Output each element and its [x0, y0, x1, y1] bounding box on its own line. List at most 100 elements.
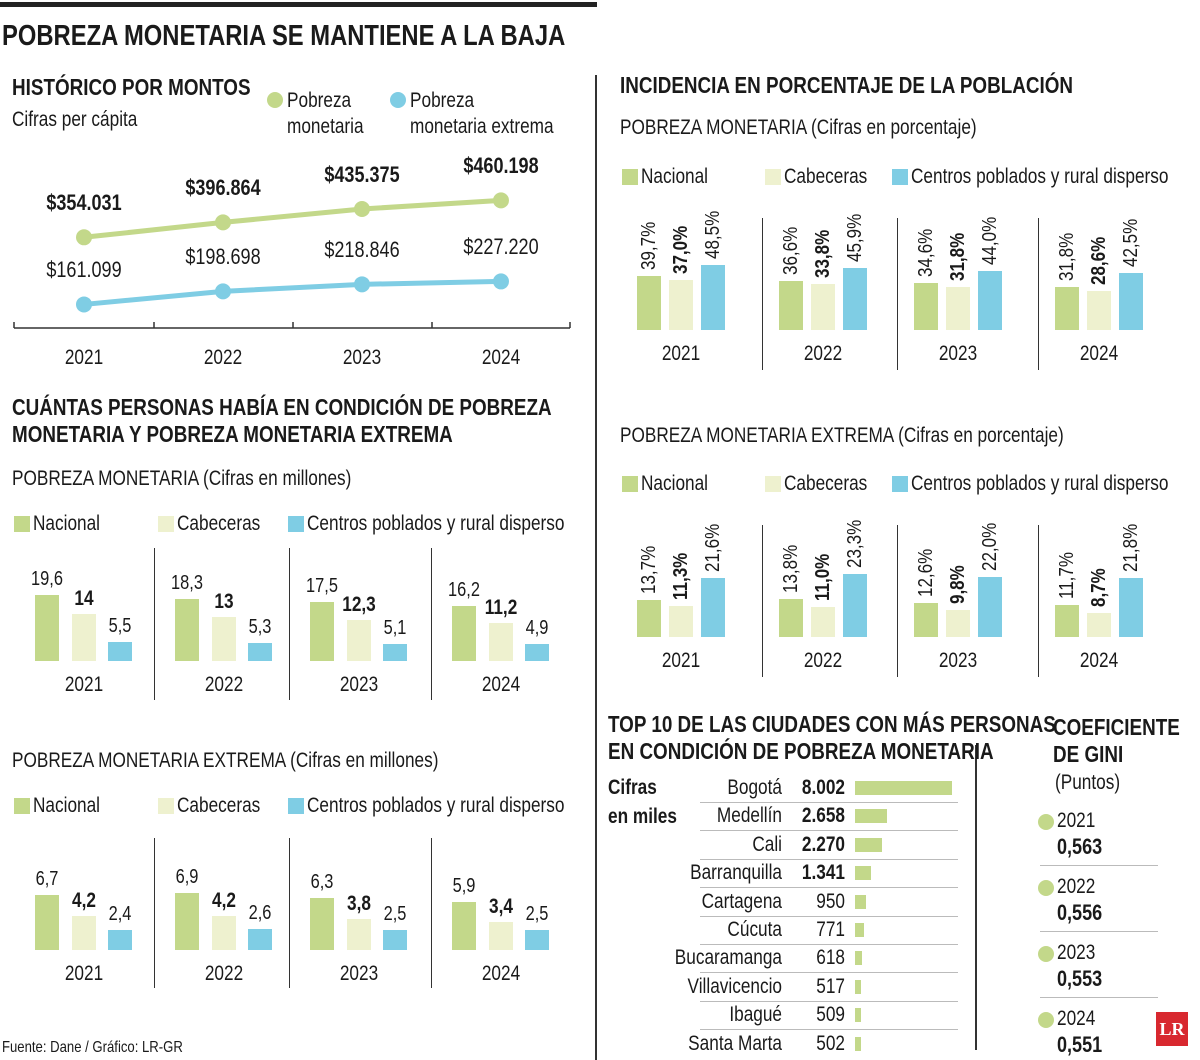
bar-nacional: [35, 895, 59, 950]
bar-rural: [701, 578, 725, 637]
bar-value-label: 5,5: [108, 615, 132, 638]
bar-value-label: 2,5: [525, 902, 549, 925]
bar-value-label: 39,7%: [638, 222, 660, 271]
category-label: 2021: [661, 649, 701, 672]
bar-rural: [525, 644, 549, 661]
gini-dot-icon: [1038, 880, 1054, 896]
bar-cabeceras: [212, 617, 236, 661]
bar-cabeceras: [489, 623, 513, 661]
bar-value-label: 22,0%: [979, 522, 1001, 572]
gini-dot-icon: [1038, 814, 1054, 830]
bar-rural: [108, 642, 132, 661]
bar-rural: [383, 643, 407, 661]
row-divider: [700, 1029, 958, 1031]
legend-dot-blue-icon: [390, 92, 406, 108]
bar-rural: [248, 928, 272, 950]
legend-swatch: [622, 476, 638, 492]
gini-title-l1: COEFICIENTE: [1053, 714, 1180, 740]
legend-swatch: [288, 516, 304, 532]
category-label: 2023: [938, 342, 978, 365]
city-name: Medellín: [716, 804, 782, 828]
bar-value-label: 13: [214, 590, 234, 614]
gini-title-l2: DE GINI: [1053, 741, 1124, 767]
gini-divider: [975, 745, 977, 1050]
city-bar: [855, 923, 865, 937]
bar-value-label: 2,5: [383, 902, 407, 925]
city-bar: [855, 894, 867, 909]
data-label: $460.198: [463, 153, 539, 179]
legend-swatch: [158, 516, 174, 532]
bar-nacional: [452, 606, 476, 661]
bar-rural: [383, 929, 407, 950]
gini-divider: [1040, 865, 1158, 866]
row-divider: [700, 972, 958, 974]
row-divider: [700, 915, 958, 917]
bar-nacional: [35, 594, 59, 661]
category-label: 2021: [64, 962, 104, 985]
bar-value-label: 9,8%: [947, 565, 969, 605]
top-rule: [0, 2, 597, 7]
bar-cabeceras: [669, 606, 693, 637]
group-separator: [431, 548, 432, 700]
bar-value-label: 6,7: [35, 868, 59, 891]
bar-cabeceras: [946, 610, 970, 637]
legend-label: Cabeceras: [177, 794, 261, 817]
group-separator: [1038, 525, 1039, 677]
data-point: [76, 296, 92, 313]
group-separator: [431, 838, 432, 988]
bar-value-label: 36,6%: [780, 226, 802, 275]
group-separator: [1038, 218, 1039, 370]
bar-value-label: 31,8%: [947, 232, 969, 282]
city-name: Cartagena: [701, 889, 782, 913]
bar-rural: [978, 270, 1002, 330]
data-point: [493, 192, 509, 209]
gini-value: 0,553: [1057, 966, 1103, 991]
data-point: [493, 273, 509, 290]
gini-year: 2022: [1057, 875, 1096, 898]
category-label: 2022: [803, 649, 843, 672]
category-label: 2024: [1079, 342, 1119, 365]
lr-logo: LR: [1156, 1012, 1188, 1046]
bar-value-label: 4,2: [72, 888, 96, 912]
legend-label: Nacional: [33, 512, 101, 535]
bar-cabeceras: [72, 915, 96, 950]
bar-rural: [1119, 577, 1143, 637]
bar-value-label: 17,5: [306, 575, 338, 598]
bar-rural: [525, 929, 549, 950]
legend-label: Nacional: [641, 472, 709, 495]
bar-rural: [1119, 272, 1143, 330]
bar-value-label: 31,8%: [1056, 232, 1078, 282]
city-bar: [855, 781, 952, 795]
bar-value-label: 4,9: [525, 617, 549, 640]
city-bar: [855, 979, 862, 994]
bar-cabeceras: [1087, 291, 1111, 330]
city-value: 950: [816, 889, 845, 913]
data-point: [215, 214, 231, 231]
gini-year: 2021: [1057, 809, 1096, 832]
bar-nacional: [175, 599, 199, 661]
city-name: Villavicencio: [687, 974, 782, 998]
city-value: 8.002: [801, 776, 845, 799]
category-label: 2023: [339, 673, 379, 696]
legend-label: Centros poblados y rural disperso: [911, 472, 1169, 495]
bar-value-label: 28,6%: [1088, 237, 1110, 286]
row-divider: [700, 944, 958, 945]
bar-value-label: 11,7%: [1056, 552, 1078, 600]
gini-dot-icon: [1038, 946, 1054, 962]
source-note: Fuente: Dane / Gráfico: LR-GR: [2, 1039, 183, 1056]
gini-divider: [1040, 997, 1158, 998]
x-tick-label: 2022: [203, 346, 243, 369]
legend-pobreza-l2: monetaria: [287, 115, 364, 138]
city-name: Bogotá: [727, 776, 782, 799]
gini-dot-icon: [1038, 1012, 1054, 1028]
legend-label: Cabeceras: [784, 472, 868, 495]
city-bar: [855, 951, 863, 966]
bar-value-label: 16,2: [448, 579, 480, 602]
bar-value-label: 3,4: [489, 895, 513, 919]
bar-rural: [978, 577, 1002, 637]
category-label: 2023: [938, 649, 978, 672]
data-label: $435.375: [324, 161, 400, 187]
bar-value-label: 48,5%: [702, 210, 724, 259]
gini-year: 2024: [1057, 1007, 1096, 1030]
legend-label: Cabeceras: [784, 165, 868, 188]
